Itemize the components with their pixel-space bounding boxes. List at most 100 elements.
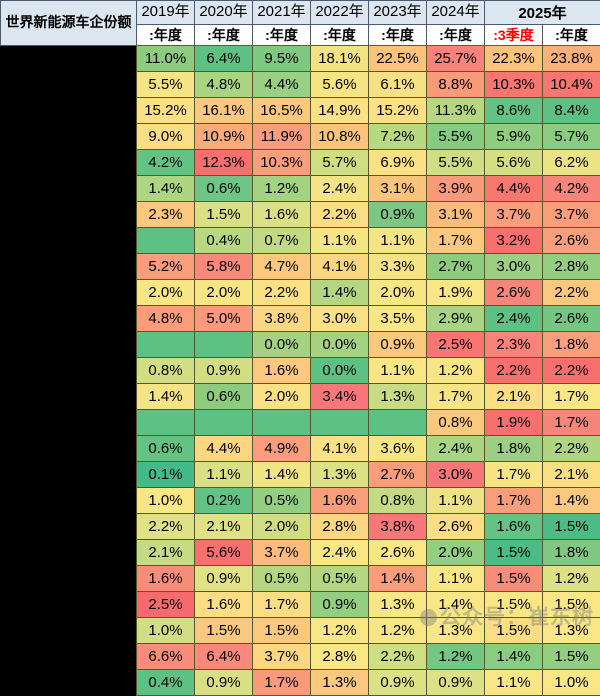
heatmap-cell: 4.2% [137,150,195,176]
heatmap-cell: 0.8% [427,410,485,436]
sub-header-2025-q3: :3季度 [485,25,543,46]
heatmap-cell: 1.5% [195,618,253,644]
row-label-redacted [1,514,137,540]
heatmap-cell: 1.3% [311,462,369,488]
table-row: 1.6%0.9%0.5%0.5%1.4%1.1%1.5%1.2% [1,566,600,592]
heatmap-cell: 0.4% [137,670,195,696]
heatmap-cell: 2.4% [311,540,369,566]
heatmap-cell: 1.3% [369,592,427,618]
heatmap-cell: 2.0% [195,280,253,306]
heatmap-cell: 0.9% [369,202,427,228]
heatmap-cell: 1.5% [485,592,543,618]
heatmap-cell: 2.4% [485,306,543,332]
heatmap-cell: 5.7% [311,150,369,176]
heatmap-cell: 1.2% [253,176,311,202]
heatmap-cell: 2.6% [485,280,543,306]
heatmap-cell: 3.3% [369,254,427,280]
heatmap-cell [195,332,253,358]
heatmap-cell: 16.1% [195,98,253,124]
heatmap-cell: 1.7% [543,410,600,436]
spreadsheet-table: 世界新能源车企份额 2019年 2020年 2021年 2022年 2023年 … [0,0,600,639]
heatmap-cell: 15.2% [369,98,427,124]
heatmap-cell [137,332,195,358]
heatmap-cell: 10.8% [311,124,369,150]
row-label-redacted [1,644,137,670]
heatmap-cell: 1.3% [369,384,427,410]
row-label-redacted [1,410,137,436]
heatmap-cell: 12.3% [195,150,253,176]
sub-header-2025-annual: :年度 [543,25,600,46]
heatmap-cell: 14.9% [311,98,369,124]
heatmap-cell: 1.5% [543,644,600,670]
heatmap-cell [369,410,427,436]
table-row: 1.0%1.5%1.5%1.2%1.2%1.3%1.5%1.3% [1,618,600,644]
heatmap-cell: 2.2% [311,202,369,228]
sub-header-2021-annual: :年度 [253,25,311,46]
row-label-redacted [1,566,137,592]
row-label-redacted [1,124,137,150]
heatmap-cell: 5.0% [195,306,253,332]
heatmap-cell: 0.9% [369,670,427,696]
heatmap-cell: 2.2% [253,280,311,306]
heatmap-cell: 0.5% [311,566,369,592]
heatmap-cell: 3.6% [369,436,427,462]
heatmap-cell: 2.1% [195,514,253,540]
heatmap-cell: 1.6% [311,488,369,514]
heatmap-cell: 2.7% [427,254,485,280]
table-row: 11.0%6.4%9.5%18.1%22.5%25.7%22.3%23.8% [1,46,600,72]
heatmap-cell: 6.9% [369,150,427,176]
heatmap-cell: 2.2% [137,514,195,540]
sub-header-2023-annual: :年度 [369,25,427,46]
col-header-2022: 2022年 [311,1,369,25]
heatmap-cell: 16.5% [253,98,311,124]
heatmap-cell: 5.6% [311,72,369,98]
heatmap-cell: 1.1% [195,462,253,488]
heatmap-cell: 1.4% [485,644,543,670]
heatmap-cell: 3.8% [253,306,311,332]
heatmap-cell: 2.1% [137,540,195,566]
table-row: 6.6%6.4%3.7%2.8%2.2%1.2%1.4%1.5% [1,644,600,670]
heatmap-cell: 2.8% [543,254,600,280]
heatmap-cell: 2.2% [543,436,600,462]
heatmap-cell: 5.8% [195,254,253,280]
heatmap-cell: 10.4% [543,72,600,98]
heatmap-cell: 2.5% [427,332,485,358]
row-label-redacted [1,46,137,72]
row-label-redacted [1,358,137,384]
heatmap-cell: 1.7% [253,592,311,618]
heatmap-cell: 1.0% [137,618,195,644]
heatmap-cell: 1.7% [485,488,543,514]
heatmap-cell: 1.9% [427,280,485,306]
heatmap-cell: 25.7% [427,46,485,72]
heatmap-cell: 1.7% [543,384,600,410]
heatmap-cell: 1.5% [485,566,543,592]
heatmap-cell: 4.9% [253,436,311,462]
row-label-redacted [1,488,137,514]
heatmap-cell: 15.2% [137,98,195,124]
row-label-redacted [1,280,137,306]
heatmap-cell: 1.1% [311,228,369,254]
heatmap-cell: 1.4% [311,280,369,306]
heatmap-cell: 9.5% [253,46,311,72]
heatmap-cell: 1.5% [253,618,311,644]
heatmap-cell: 0.5% [253,488,311,514]
heatmap-cell: 22.5% [369,46,427,72]
heatmap-cell: 1.4% [427,592,485,618]
heatmap-cell: 2.6% [543,228,600,254]
heatmap-cell: 1.1% [369,228,427,254]
heatmap-cell: 1.7% [427,228,485,254]
heatmap-cell: 1.1% [427,488,485,514]
heatmap-cell: 5.6% [485,150,543,176]
heatmap-cell: 0.1% [137,462,195,488]
heatmap-cell: 2.0% [253,384,311,410]
table-row: 1.4%0.6%1.2%2.4%3.1%3.9%4.4%4.2% [1,176,600,202]
heatmap-cell: 1.9% [485,410,543,436]
row-label-redacted [1,670,137,696]
heatmap-cell: 1.8% [543,332,600,358]
heatmap-cell: 1.2% [427,644,485,670]
heatmap-cell: 2.6% [543,306,600,332]
sub-header-2022-annual: :年度 [311,25,369,46]
row-label-redacted [1,254,137,280]
heatmap-cell: 2.2% [543,280,600,306]
